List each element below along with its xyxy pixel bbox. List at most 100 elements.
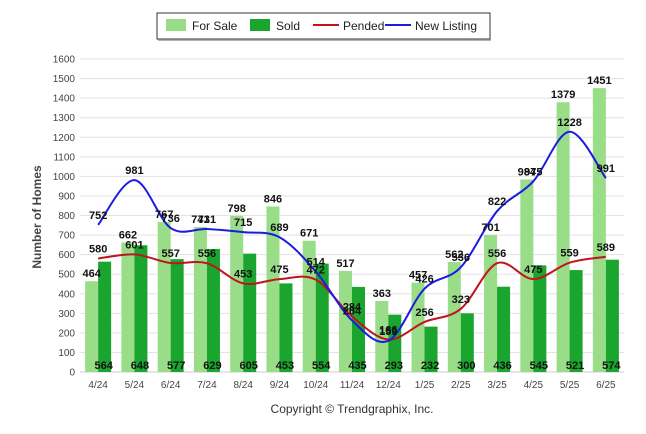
legend-swatch	[166, 19, 186, 31]
bar-for-sale	[375, 300, 389, 372]
bar-for-sale	[447, 262, 461, 372]
x-tick-label: 6/24	[161, 380, 181, 391]
bar-for-sale	[302, 240, 316, 372]
y-tick-label: 1000	[53, 172, 76, 183]
x-tick-label: 11/24	[340, 380, 365, 391]
label-pended: 580	[89, 244, 107, 256]
label-sold: 564	[94, 360, 113, 372]
legend-label: For Sale	[192, 19, 238, 33]
label-pended: 256	[415, 307, 433, 319]
label-for-sale: 1379	[551, 89, 575, 101]
label-new-listing: 715	[234, 217, 252, 229]
label-new-listing: 159	[379, 326, 397, 338]
bar-sold	[134, 245, 148, 372]
x-tick-label: 5/24	[125, 380, 145, 391]
x-tick-label: 8/24	[233, 380, 253, 391]
label-new-listing: 731	[198, 214, 216, 226]
label-pended: 559	[560, 248, 578, 260]
label-new-listing: 822	[488, 196, 506, 208]
legend-label: Pended	[343, 19, 384, 33]
label-pended: 472	[307, 265, 325, 277]
bar-sold	[206, 248, 220, 372]
bar-for-sale	[520, 179, 534, 372]
label-sold: 435	[348, 360, 366, 372]
label-new-listing: 514	[307, 256, 326, 268]
y-tick-label: 1400	[53, 94, 76, 105]
x-tick-label: 12/24	[376, 380, 401, 391]
x-tick-label: 2/25	[451, 380, 471, 391]
label-sold: 629	[203, 360, 221, 372]
bar-for-sale	[411, 282, 425, 372]
label-pended: 475	[524, 264, 542, 276]
label-for-sale: 363	[373, 288, 391, 300]
y-tick-label: 600	[58, 250, 75, 261]
legend-label: New Listing	[415, 19, 477, 33]
label-sold: 545	[530, 360, 548, 372]
legend-label: Sold	[276, 19, 300, 33]
label-pended: 284	[343, 301, 362, 313]
label-new-listing: 975	[524, 166, 542, 178]
bar-sold	[605, 259, 619, 372]
legend-swatch	[250, 19, 270, 31]
bar-sold	[569, 270, 583, 372]
label-sold: 648	[131, 360, 149, 372]
label-new-listing: 752	[89, 210, 107, 222]
x-tick-label: 9/24	[270, 380, 290, 391]
bar-sold	[497, 286, 511, 372]
label-sold: 574	[602, 360, 621, 372]
label-for-sale: 741	[191, 214, 209, 226]
y-tick-label: 1500	[53, 74, 76, 85]
y-tick-label: 1600	[53, 55, 76, 66]
label-sold: 300	[457, 360, 475, 372]
bar-for-sale	[339, 270, 352, 372]
label-new-listing: 981	[125, 165, 143, 177]
y-tick-label: 400	[58, 289, 75, 300]
label-pended: 589	[597, 242, 615, 254]
label-new-listing: 426	[415, 274, 433, 286]
copyright-credit: Copyright © Trendgraphix, Inc.	[271, 402, 434, 416]
legend[interactable]: For Sale Sold Pended New Listing	[156, 12, 491, 41]
label-for-sale: 517	[336, 258, 354, 270]
y-tick-label: 800	[58, 211, 75, 222]
bar-for-sale	[266, 206, 280, 372]
label-pended: 601	[125, 239, 143, 251]
y-tick-label: 1200	[53, 133, 76, 144]
label-for-sale: 1451	[587, 75, 611, 87]
label-sold: 577	[167, 360, 185, 372]
lines	[97, 130, 607, 343]
line-pended	[98, 253, 607, 341]
x-tick-label: 4/25	[524, 380, 544, 391]
label-sold: 453	[276, 360, 294, 372]
label-pended: 556	[488, 248, 506, 260]
x-tick-label: 5/25	[560, 380, 580, 391]
label-pended: 453	[234, 268, 252, 280]
y-tick-label: 0	[69, 368, 75, 379]
x-axis-ticks: 4/24 5/24 6/24 7/24 8/24 9/24 10/24 11/24 12/24 1…	[88, 380, 616, 391]
label-pended: 557	[161, 248, 179, 260]
bar-sold	[352, 286, 365, 372]
label-sold: 554	[312, 360, 331, 372]
x-tick-label: 7/24	[197, 380, 217, 391]
bar-for-sale	[85, 281, 99, 372]
y-tick-label: 900	[58, 191, 75, 202]
label-sold: 521	[566, 360, 584, 372]
bar-sold	[533, 265, 547, 372]
y-axis-ticks: 0 100 200 300 400 500 600 700 800 900 1000 1100 1200…	[53, 55, 76, 379]
label-new-listing: 991	[597, 163, 615, 175]
label-for-sale: 701	[481, 222, 499, 234]
label-new-listing: 264	[343, 305, 362, 317]
y-tick-label: 200	[58, 328, 75, 339]
bar-sold	[170, 259, 184, 372]
bar-sold	[388, 314, 402, 372]
y-tick-label: 1300	[53, 113, 76, 124]
y-tick-label: 700	[58, 231, 75, 242]
bars	[85, 88, 619, 372]
x-tick-label: 4/24	[88, 380, 108, 391]
y-tick-label: 100	[58, 348, 75, 359]
y-tick-label: 300	[58, 309, 75, 320]
label-for-sale: 767	[155, 209, 173, 221]
x-tick-label: 6/25	[596, 380, 616, 391]
label-new-listing: 536	[452, 252, 470, 264]
x-tick-label: 1/25	[415, 380, 435, 391]
